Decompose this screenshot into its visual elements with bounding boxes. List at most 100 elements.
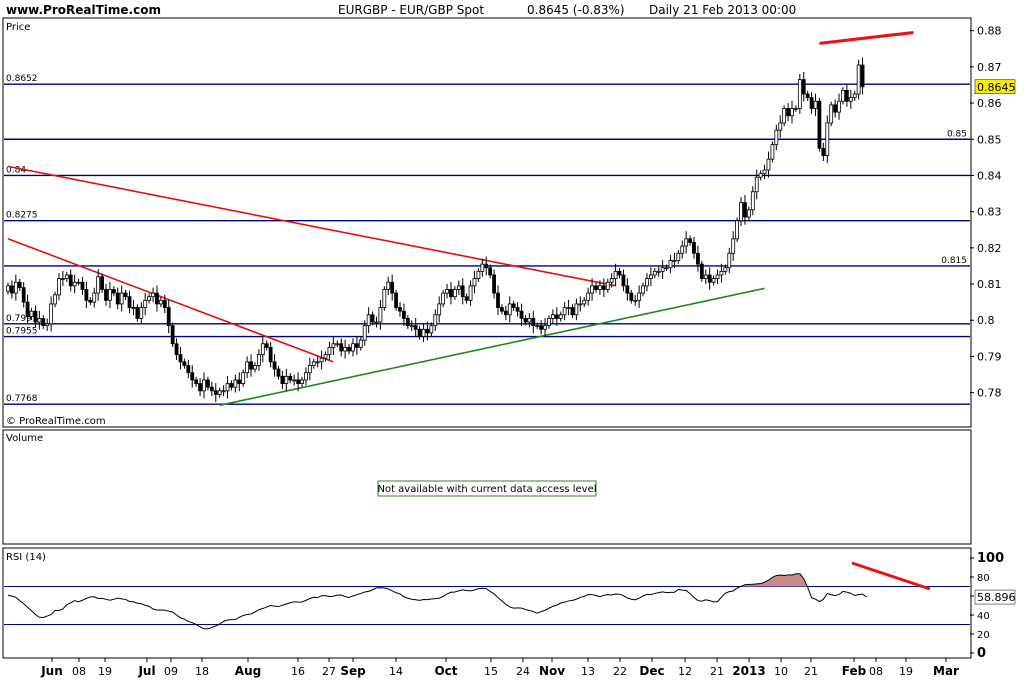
level-label: 0.7955 [6,327,38,337]
candle-body [731,238,736,254]
rsi-last-text: 58.896 [977,591,1016,604]
candle-body [848,97,853,102]
candle-body [96,276,101,294]
candle-body [833,104,838,113]
candle-body [409,325,414,328]
candle-body [194,379,199,384]
candle-body [6,285,10,292]
candle-body [472,278,477,287]
price-tick-label: 0.86 [977,97,1002,110]
volume-message-box [377,480,597,497]
candle-body [276,368,281,377]
candle-body [688,238,692,243]
candle-body [221,390,226,393]
candle-body [562,307,567,316]
candle-body [715,274,720,280]
trend-line-support [219,287,765,407]
candle-body [860,64,865,88]
candle-body [186,365,191,374]
candle-body [464,296,469,301]
candle-body [57,278,61,296]
candle-body [390,281,395,294]
candle-body [319,357,324,363]
candle-body [825,122,830,156]
candle-body [445,289,449,294]
candle-body [343,346,348,352]
candle-body [17,281,22,289]
candle-body [29,310,34,318]
candle-body [743,202,747,218]
x-tick-label: 18 [195,665,209,678]
candle-body [115,292,120,305]
candle-body [260,343,265,356]
candle-body [49,303,54,325]
candle-body [135,307,140,319]
x-tick-label: 19 [899,665,913,678]
x-tick-label: Jun [40,664,63,678]
candle-body [782,108,787,124]
candle-body [723,267,728,272]
candle-body [41,318,46,327]
candle-body [703,274,708,280]
candle-body [296,379,300,384]
price-tick-label: 0.84 [977,169,1002,182]
x-tick-label: 08 [869,665,883,678]
x-tick-label: Dec [639,664,664,678]
candle-body [547,318,551,327]
rsi-last-badge [974,589,1016,605]
candle-body [719,270,724,276]
candle-body [213,390,218,395]
candle-body [374,321,379,324]
x-tick-label: 19 [98,665,112,678]
candle-body [480,263,485,272]
x-tick-label: 21 [710,665,724,678]
candle-body [174,343,179,356]
candle-body [503,310,508,316]
candle-body [515,307,520,312]
candle-body [209,386,214,392]
candle-body [801,79,806,95]
candle-body [856,64,861,95]
candle-body [139,307,144,319]
candle-body [80,281,85,290]
x-tick-label: 09 [164,665,178,678]
candle-body [33,310,38,323]
candle-body [245,361,250,374]
candle-body [660,267,665,272]
price-tick-label: 0.82 [977,242,1002,255]
candle-body [629,292,634,301]
candle-body [739,202,743,222]
trend-line-resistance-long [7,165,616,287]
candle-body [398,307,402,312]
last-price-badge [974,79,1016,95]
candle-body [523,318,528,323]
candle-body [10,285,14,294]
candle-body [543,325,547,330]
price-change: 0.8645 (-0.83%) [527,3,625,17]
candle-body [496,292,500,308]
candle-body [586,292,591,301]
candle-body [108,289,112,301]
candle-body [60,278,65,281]
candle-body [754,176,759,193]
x-tick-label: Oct [434,664,457,678]
candle-body [256,354,261,366]
candle-body [366,314,371,327]
rsi-panel-label: RSI (14) [6,552,46,563]
candle-body [425,328,430,334]
price-tick-label: 0.81 [977,278,1002,291]
candle-body [550,314,555,319]
candle-body [170,325,175,345]
candle-body [198,383,202,392]
candle-body [202,379,206,392]
candle-body [641,285,645,294]
candle-body [684,238,689,247]
candle-body [790,108,794,117]
candle-body [405,318,410,327]
candle-body [468,285,473,301]
candle-body [315,361,320,364]
level-label: 0.8652 [6,74,38,84]
candle-body [797,79,802,109]
candle-body [750,191,755,211]
candle-body [707,274,712,283]
